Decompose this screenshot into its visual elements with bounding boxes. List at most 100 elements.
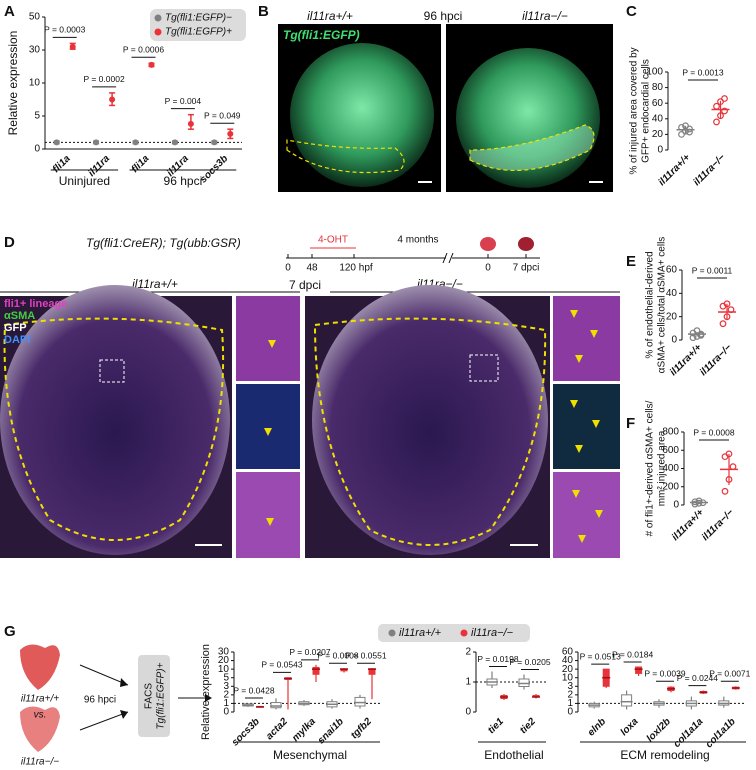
time-label: 96 hpci (84, 695, 116, 706)
y-tick-label: 1 (223, 698, 229, 709)
y-tick-label: 50 (29, 12, 41, 23)
x-tick-label: il11ra+/+ (668, 342, 704, 378)
y-axis-label: Relative expression (6, 31, 20, 136)
p-value: P = 0.0013 (682, 67, 723, 77)
y-tick-label: 1 (567, 698, 573, 709)
x-tick-label: il11ra−/− (700, 507, 736, 543)
panel-label: E (626, 253, 636, 270)
y-axis-label: % of endothelial-derived (645, 251, 656, 358)
x-tick-label: il11ra−/− (698, 342, 734, 378)
box (635, 666, 643, 674)
point (719, 320, 727, 328)
group-label: Endothelial (484, 748, 543, 762)
panel-label: F (626, 415, 635, 432)
y-tick-label: 30 (29, 45, 41, 56)
p-value: P = 0.0205 (509, 657, 550, 667)
y-tick-label: 40 (562, 655, 574, 666)
y-tick-label: 0 (34, 144, 40, 155)
y-tick-label: 60 (652, 98, 664, 109)
y-axis-label: Relative expression (200, 644, 212, 740)
p-value: P = 0.0002 (83, 74, 124, 84)
y-tick-label: 60 (562, 647, 574, 658)
legend-label: il11ra+/+ (399, 627, 442, 639)
point (93, 139, 100, 146)
y-axis-label: mm² injured area (657, 430, 668, 506)
point (227, 130, 234, 137)
x-tick-label: tie2 (518, 716, 538, 736)
y-tick-label: 0 (673, 500, 679, 511)
x-tick-label: il11ra+/+ (657, 152, 693, 188)
y-tick-label: 10 (29, 78, 41, 89)
point (713, 118, 720, 126)
y-tick-label: 0 (657, 145, 663, 156)
p-value: P = 0.0071 (709, 669, 750, 679)
group-label: 96 hpci (164, 174, 203, 188)
treatment-label: 4-OHT (318, 235, 348, 246)
legend-box (378, 624, 530, 642)
genotype-label: il11ra−/− (522, 9, 568, 23)
x-tick-label: il11ra−/− (692, 152, 728, 188)
point (171, 139, 178, 146)
point (729, 463, 737, 471)
timeline-label: 7 dpci (513, 263, 540, 274)
box (621, 694, 633, 707)
p-value: P = 0.049 (204, 110, 241, 120)
stain-label: DAPI (4, 334, 30, 346)
overlay-label: Tg(fli1:EGFP) (283, 28, 360, 42)
y-tick-label: 20 (218, 655, 230, 666)
y-tick-label: 60 (666, 265, 678, 276)
x-tick-label: mylka (290, 716, 318, 744)
y-tick-label: 5 (34, 111, 40, 122)
timeline-label: 0 (285, 263, 291, 274)
legend-box (150, 9, 246, 41)
y-tick-label: 100 (646, 67, 663, 78)
genotype-label: il11ra+/+ (132, 277, 178, 291)
x-tick-label: elnb (586, 716, 608, 738)
y-tick-label: 10 (562, 672, 574, 683)
y-tick-label: 600 (662, 445, 679, 456)
point (69, 43, 76, 50)
p-value: P = 0.0008 (693, 427, 734, 437)
x-tick-label: il11ra+/+ (670, 507, 706, 543)
y-axis-label: αSMA+ cells/total αSMA+ cells (657, 237, 668, 374)
timeline (286, 237, 540, 264)
timeline-label: 4 months (397, 235, 438, 246)
panel-label: A (4, 3, 15, 20)
y-tick-label: 30 (218, 647, 230, 658)
legend-marker (154, 14, 162, 22)
panel-g-schematic (20, 644, 212, 752)
x-tick-label: acta2 (264, 716, 290, 742)
facs-label: Tg(fli1:EGFP)+ (156, 662, 167, 729)
legend-label: Tg(fli1:EGFP)+ (165, 27, 232, 38)
point (721, 95, 728, 102)
p-value: P = 0.0184 (612, 649, 653, 659)
p-value: P = 0.004 (165, 96, 202, 106)
y-tick-label: 5 (223, 672, 229, 683)
y-tick-label: 20 (666, 311, 678, 322)
p-value: P = 0.0207 (289, 647, 330, 657)
group-label: Uninjured (59, 174, 110, 188)
box (354, 696, 366, 707)
y-tick-label: 20 (562, 664, 574, 675)
panel-label: B (258, 3, 269, 20)
p-value: P = 0.0008 (317, 651, 358, 661)
group-label: Mesenchymal (273, 748, 347, 762)
transgene-label: Tg(fli1:CreER); Tg(ubb:GSR) (86, 236, 241, 250)
x-tick-label: fli1a (130, 153, 152, 175)
genotype-label: il11ra+/+ (307, 9, 353, 23)
y-tick-label: 20 (652, 129, 664, 140)
group-label: ECM remodeling (620, 748, 709, 762)
timeline-label: 48 (306, 263, 318, 274)
y-tick-label: 40 (652, 113, 664, 124)
point (721, 487, 729, 495)
x-tick-label: tie1 (486, 716, 506, 736)
y-axis-label: # of fli1+-derived αSMA+ cells/ (645, 400, 656, 536)
panel-label: D (4, 234, 15, 251)
x-tick-label: fli1a (51, 153, 73, 175)
point (721, 107, 728, 115)
p-value: P = 0.0003 (44, 25, 85, 35)
panel-label: C (626, 3, 637, 20)
y-tick-label: 0 (671, 335, 677, 346)
p-value: P = 0.0428 (233, 685, 274, 695)
